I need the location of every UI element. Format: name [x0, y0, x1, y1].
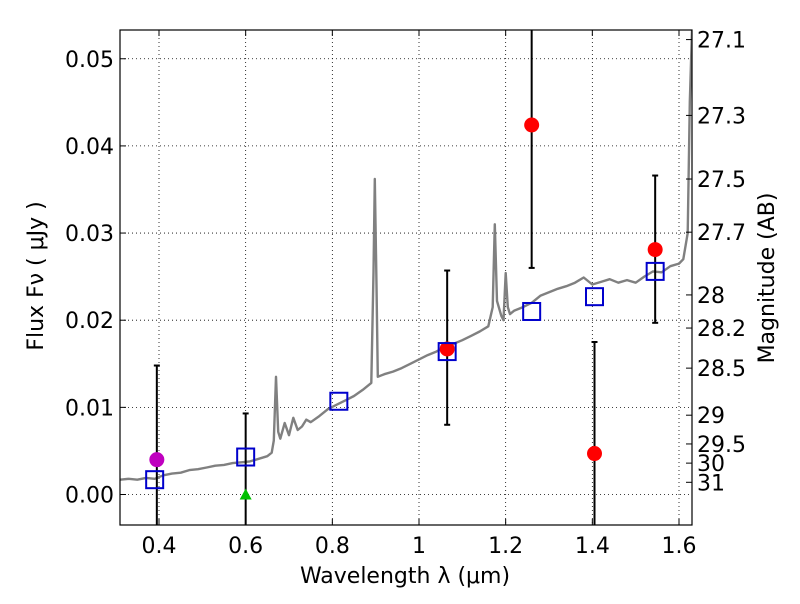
upper-limit-point	[239, 488, 252, 500]
x-tick-label: 0.8	[315, 534, 350, 559]
model-photometry-point	[236, 447, 256, 467]
data-point	[524, 117, 540, 133]
right-tick-label: 30	[697, 452, 725, 477]
x-axis-label: Wavelength λ (μm)	[300, 564, 510, 589]
right-tick-label: 29	[697, 404, 725, 429]
x-tick-label: 0.6	[228, 534, 263, 559]
axes: 0.4 0.6 0.8 1 1.2 1.4 1.6 0.00 0.01 0.02 0.03 0.04 0…	[65, 29, 746, 559]
model-photometry-point	[585, 287, 604, 307]
model-photometry-point	[329, 391, 349, 411]
data-point	[587, 446, 602, 462]
y-axis-label-right: Magnitude (AB)	[755, 193, 780, 364]
right-tick-label: 27.1	[697, 29, 746, 54]
right-tick-label: 27.7	[697, 221, 746, 246]
y-tick-label: 0.02	[65, 309, 114, 334]
data-point	[439, 341, 455, 357]
data-point	[647, 242, 663, 258]
right-tick-label: 28	[697, 284, 725, 309]
plot-frame	[119, 29, 693, 526]
grid	[120, 30, 692, 525]
right-tick-label: 28.5	[697, 357, 746, 382]
right-tick-label: 31	[697, 471, 725, 496]
model-photometry-point	[437, 342, 457, 362]
axis-labels: Wavelength λ (μm) Flux Fν ( μJy ) Magnit…	[24, 193, 780, 589]
x-tick-label: 0.4	[142, 534, 177, 559]
x-tick-label: 1.2	[488, 534, 523, 559]
points-layer	[145, 30, 665, 525]
y-tick-label: 0.05	[65, 48, 114, 73]
model-photometry-point	[522, 301, 542, 321]
y-tick-label: 0.01	[65, 396, 114, 421]
right-tick-label: 28.2	[697, 317, 746, 342]
x-tick-label: 1.4	[575, 534, 610, 559]
spectrum-line	[120, 30, 692, 481]
x-tick-label: 1.6	[662, 534, 697, 559]
x-tick-label: 1	[412, 534, 426, 559]
y-tick-label: 0.00	[65, 483, 114, 508]
right-tick-label: 27.3	[697, 104, 746, 129]
right-tick-label: 29.5	[697, 433, 746, 458]
data-point	[149, 452, 165, 468]
spectrum-layer	[120, 30, 692, 481]
model-photometry-point	[645, 261, 665, 281]
right-tick-label: 27.5	[697, 168, 746, 193]
y-axis-label: Flux Fν ( μJy )	[24, 201, 49, 350]
y-tick-label: 0.04	[65, 135, 114, 160]
y-tick-label: 0.03	[65, 222, 114, 247]
model-photometry-point	[145, 470, 165, 490]
